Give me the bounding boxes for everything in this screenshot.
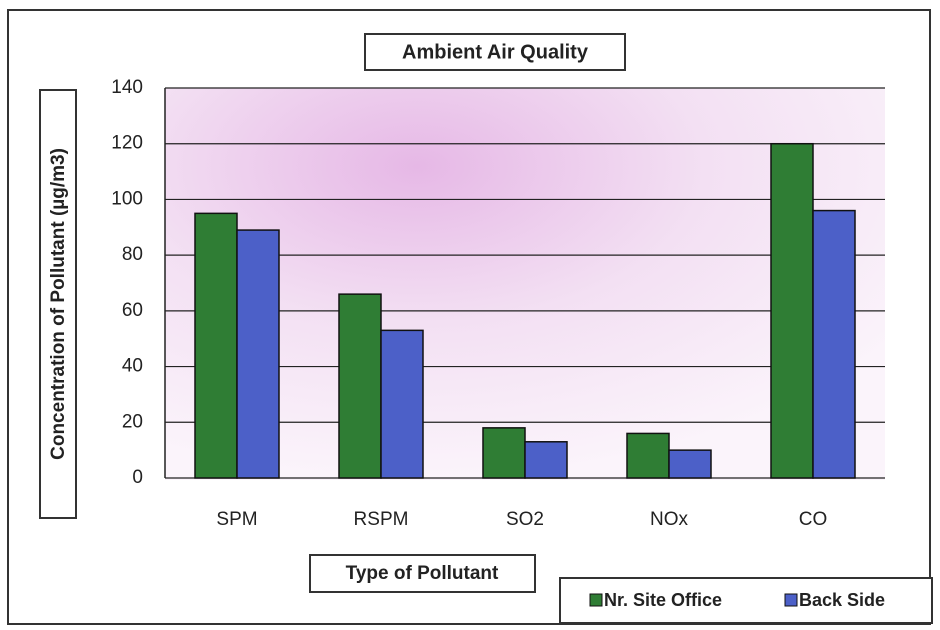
chart-title: Ambient Air Quality <box>402 41 589 63</box>
y-tick-label: 40 <box>122 356 143 377</box>
x-tick-label: CO <box>799 509 828 530</box>
legend-swatch <box>589 593 603 607</box>
y-tick-label: 0 <box>132 467 143 488</box>
x-tick-label: SPM <box>216 509 257 530</box>
bar <box>380 329 424 479</box>
bar <box>338 293 382 479</box>
y-tick-label: 100 <box>111 188 143 209</box>
bar <box>482 427 526 479</box>
title-box <box>364 33 626 71</box>
bar <box>194 212 238 479</box>
x-tick-label: RSPM <box>354 509 409 530</box>
y-tick-label: 140 <box>111 77 143 98</box>
y-tick-label: 80 <box>122 244 143 265</box>
legend-label: Back Side <box>799 590 885 610</box>
bar <box>812 209 856 479</box>
bar <box>626 432 670 479</box>
legend-label: Nr. Site Office <box>604 590 722 610</box>
x-axis-label: Type of Pollutant <box>346 563 499 584</box>
plot-area <box>165 88 885 480</box>
x-tick-label: SO2 <box>506 509 544 530</box>
bar <box>770 142 814 479</box>
bar <box>524 441 568 479</box>
x-tick-label: NOx <box>650 509 689 530</box>
y-tick-label: 20 <box>122 411 143 432</box>
y-axis-label: Concentration of Pollutant (µg/m3) <box>48 148 69 460</box>
y-tick-label: 120 <box>111 133 143 154</box>
bar <box>668 449 712 479</box>
y-tick-label: 60 <box>122 300 143 321</box>
x-label-box <box>309 554 536 593</box>
bar <box>236 229 280 479</box>
legend-box <box>559 577 933 624</box>
legend-swatch <box>784 593 798 607</box>
y-label-box <box>39 89 77 519</box>
